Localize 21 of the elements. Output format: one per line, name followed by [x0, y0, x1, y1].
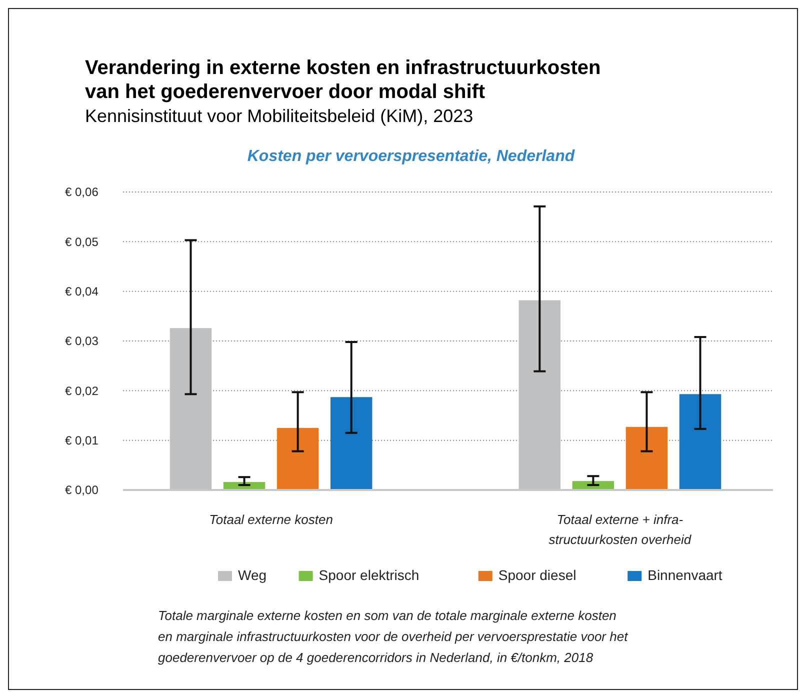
x-tick-label: Totaal externe kosten [209, 512, 333, 527]
y-tick-label: € 0,03 [65, 334, 99, 348]
legend-label: Spoor elektrisch [318, 567, 420, 583]
x-tick-label: Totaal externe + infra- structuurkosten overheid [548, 512, 692, 547]
bar [626, 426, 668, 490]
y-tick-label: € 0,04 [65, 284, 99, 299]
text: Totale marginale externe kosten en som van de totale marginale externe kosten en marginale infrastructuurkosten voor de overheid per vervoersprestatie voor het goederenvervoer op de 4 goederencorridors in Nederland, in €/tonkm, 2018 [158, 608, 630, 665]
y-tick-label: € 0,01 [65, 434, 99, 448]
legend-label: Weg [238, 567, 267, 583]
bar [679, 394, 722, 490]
chart-subtitle: Kennisinstituut voor Mobiliteitsbeleid (KiM), 2023 [85, 106, 474, 126]
y-tick-label: € 0,00 [65, 483, 99, 498]
legend-label: Binnenvaart [648, 567, 722, 583]
chart-title: Verandering in externe kosten en infrastructuurkosten van het goederenvervoer door modal shift [85, 57, 601, 103]
bar [330, 397, 372, 490]
legend-label: Spoor diesel [498, 567, 576, 583]
bar [276, 428, 319, 490]
text: Kosten per vervoerspresentatie, Nederland [247, 148, 576, 165]
y-tick-label: € 0,05 [65, 234, 99, 249]
y-tick-label: € 0,06 [65, 185, 99, 200]
y-tick-label: € 0,02 [65, 384, 99, 398]
